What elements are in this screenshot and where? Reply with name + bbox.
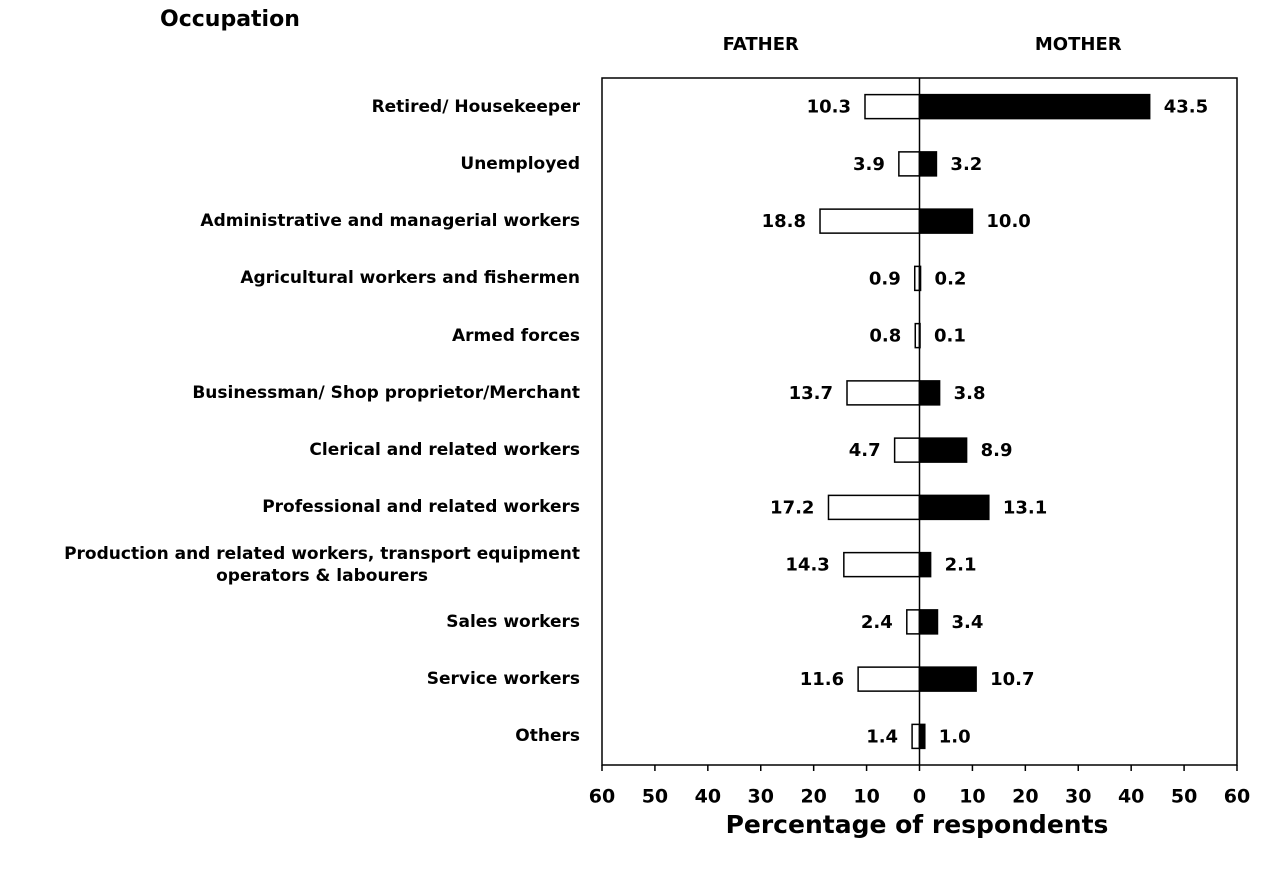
value-label: 3.8 (954, 383, 986, 404)
x-tick-label: 10 (853, 786, 879, 808)
value-label: 3.9 (853, 154, 885, 175)
bar (893, 437, 921, 463)
value-label: 17.2 (770, 497, 814, 518)
value-label: 0.9 (869, 268, 901, 289)
bar (918, 666, 977, 692)
bar (918, 151, 938, 177)
bar (819, 208, 921, 234)
value-label: 0.1 (934, 326, 966, 347)
value-label: 3.4 (951, 612, 983, 633)
value-label: 4.7 (849, 440, 881, 461)
x-tick-label: 60 (589, 786, 615, 808)
bar (918, 551, 932, 578)
value-label: 1.0 (939, 726, 971, 747)
category-label: Retired/ Housekeeper (371, 96, 580, 117)
x-tick-label: 60 (1224, 786, 1250, 808)
value-label: 10.3 (807, 97, 851, 118)
value-label: 1.4 (866, 726, 898, 747)
bar (918, 494, 990, 521)
x-tick-label: 50 (1171, 786, 1197, 808)
category-label: Agricultural workers and fishermen (240, 268, 580, 289)
category-label: Armed forces (451, 325, 580, 346)
value-label: 11.6 (800, 669, 844, 690)
category-label: Service workers (426, 669, 580, 690)
bar (911, 723, 921, 750)
value-label: 13.7 (789, 383, 833, 404)
value-label: 43.5 (1164, 97, 1208, 118)
bar (906, 609, 921, 635)
bar (846, 380, 921, 406)
value-label: 2.1 (945, 555, 977, 576)
x-tick-label: 30 (1065, 786, 1091, 808)
value-label: 10.0 (986, 211, 1030, 232)
bar (918, 208, 974, 234)
category-label: Production and related workers, transpor… (64, 543, 580, 586)
value-label: 18.8 (762, 211, 806, 232)
bar (843, 551, 921, 578)
x-tick-label: 40 (1118, 786, 1144, 808)
value-label: 10.7 (990, 669, 1034, 690)
bar (918, 437, 968, 463)
value-label: 14.3 (785, 555, 829, 576)
x-tick-label: 40 (695, 786, 721, 808)
category-label: Clerical and related workers (309, 440, 580, 461)
value-label: 3.2 (950, 154, 982, 175)
x-tick-label: 20 (1012, 786, 1038, 808)
bar (857, 666, 921, 692)
category-label: Administrative and managerial workers (200, 211, 580, 232)
value-label: 0.2 (935, 268, 967, 289)
category-label: Businessman/ Shop proprietor/Merchant (192, 382, 580, 403)
legend-label: FATHER (723, 34, 799, 55)
x-tick-label: 30 (748, 786, 774, 808)
bar (864, 93, 921, 120)
legend-label: MOTHER (1035, 34, 1122, 55)
x-tick-label: 50 (642, 786, 668, 808)
bar (918, 93, 1151, 120)
bar (827, 494, 921, 521)
chart-title: Occupation (160, 7, 300, 32)
x-tick-label: 20 (800, 786, 826, 808)
value-label: 8.9 (981, 440, 1013, 461)
bar (918, 723, 926, 750)
x-tick-label: 10 (959, 786, 985, 808)
value-label: 13.1 (1003, 497, 1047, 518)
x-tick-label: 0 (913, 786, 926, 808)
category-label: Professional and related workers (262, 497, 580, 518)
category-label: Sales workers (446, 611, 580, 632)
bar (918, 380, 941, 406)
category-label: Others (515, 726, 580, 747)
bar (918, 609, 939, 635)
value-label: 2.4 (861, 612, 893, 633)
value-label: 0.8 (869, 326, 901, 347)
bar (898, 151, 921, 177)
category-label: Unemployed (460, 153, 580, 174)
x-axis-title: Percentage of respondents (726, 810, 1109, 839)
